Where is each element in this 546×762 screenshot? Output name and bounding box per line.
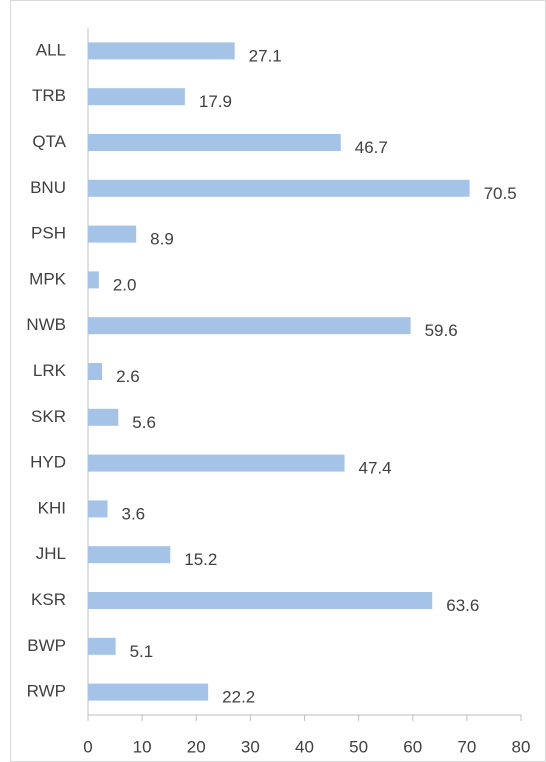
data-label: 63.6 [446,596,479,615]
x-tick-label: 40 [295,737,314,756]
bar [88,454,345,472]
y-tick-label: LRK [33,361,67,380]
data-label: 70.5 [484,184,517,203]
bar [88,134,341,151]
x-tick-label: 10 [133,737,152,756]
bar [88,317,411,335]
y-tick-label: PSH [31,224,66,243]
data-label: 47.4 [359,459,392,478]
data-label: 46.7 [355,138,388,157]
y-tick-label: NWB [26,315,66,334]
bar [88,88,185,106]
y-tick-label: BWP [27,636,66,655]
x-tick-label: 30 [241,737,260,756]
x-tick-label: 70 [457,737,476,756]
bar [88,42,235,60]
data-label: 17.9 [199,92,232,111]
x-tick-label: 20 [187,737,206,756]
bar [88,179,470,197]
bar [88,637,116,655]
bar [88,592,433,609]
bar [88,271,99,289]
data-label: 59.6 [425,321,458,340]
data-label: 22.2 [222,688,255,707]
data-label: 2.6 [116,367,140,386]
bar [88,683,209,701]
y-tick-label: ALL [36,40,66,59]
y-tick-label: RWP [27,682,66,701]
data-label: 15.2 [184,550,217,569]
y-tick-label: JHL [36,544,66,563]
y-tick-label: QTA [32,132,66,151]
data-label: 2.0 [113,275,137,294]
bar [88,500,108,518]
data-label: 5.1 [130,642,154,661]
x-tick-label: 50 [349,737,368,756]
bar [88,363,103,380]
y-tick-label: MPK [29,269,67,288]
y-tick-label: KHI [38,498,66,517]
y-tick-label: HYD [30,453,66,472]
data-label: 27.1 [249,46,282,65]
data-label: 8.9 [150,230,174,249]
y-tick-label: KSR [31,590,66,609]
x-tick-label: 0 [83,737,92,756]
bar [88,225,137,243]
y-tick-label: BNU [30,178,66,197]
x-tick-label: 60 [403,737,422,756]
data-label: 3.6 [121,504,145,523]
y-tick-label: TRB [32,86,66,105]
y-tick-label: SKR [31,407,66,426]
bar [88,408,119,426]
bar [88,546,171,564]
x-tick-label: 80 [512,737,531,756]
data-label: 5.6 [132,413,156,432]
